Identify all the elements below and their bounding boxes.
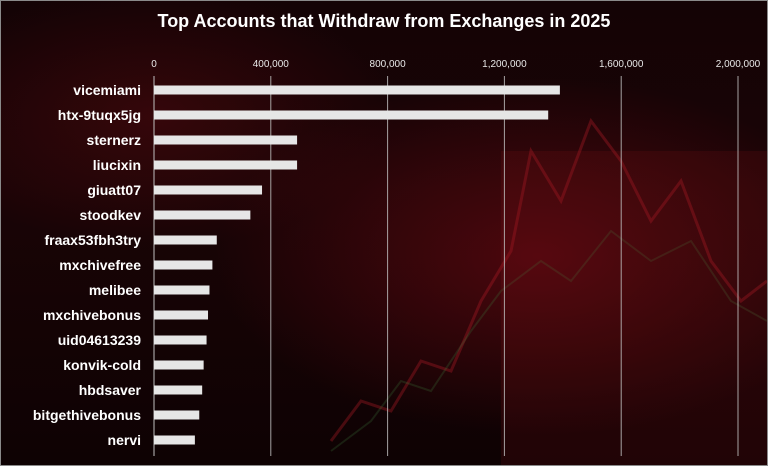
x-tick-label: 400,000 — [253, 59, 290, 70]
bar — [154, 285, 210, 295]
bar — [154, 310, 209, 320]
x-tick-label: 1,200,000 — [482, 59, 527, 70]
bar — [154, 210, 251, 220]
category-label: stoodkev — [80, 207, 142, 223]
category-label: liucixin — [93, 157, 141, 173]
bar — [154, 185, 263, 195]
category-label: bitgethivebonus — [33, 407, 141, 423]
bar — [154, 385, 203, 395]
category-label: konvik-cold — [63, 357, 141, 373]
category-label: mxchivebonus — [43, 307, 141, 323]
category-label: melibee — [89, 282, 141, 298]
bar — [154, 410, 200, 420]
bar — [154, 85, 560, 95]
category-label: sternerz — [87, 132, 141, 148]
x-tick-label: 0 — [151, 59, 157, 70]
bar — [154, 135, 298, 145]
x-tick-label: 800,000 — [370, 59, 407, 70]
x-tick-label: 1,600,000 — [599, 59, 644, 70]
category-label: nervi — [108, 432, 141, 448]
category-label: hbdsaver — [79, 382, 142, 398]
x-tick-label: 2,000,000 — [716, 59, 761, 70]
category-label: htx-9tuqx5jg — [58, 107, 141, 123]
category-label: uid04613239 — [58, 332, 141, 348]
bar — [154, 260, 213, 270]
category-label: fraax53fbh3try — [45, 232, 142, 248]
bar — [154, 335, 207, 345]
bar — [154, 235, 217, 245]
bar — [154, 360, 204, 370]
category-label: giuatt07 — [87, 182, 141, 198]
chart-title: Top Accounts that Withdraw from Exchange… — [157, 11, 611, 31]
bar — [154, 160, 298, 170]
category-label: mxchivefree — [59, 257, 141, 273]
bar — [154, 110, 549, 120]
category-label: vicemiami — [73, 82, 141, 98]
bar — [154, 435, 195, 445]
